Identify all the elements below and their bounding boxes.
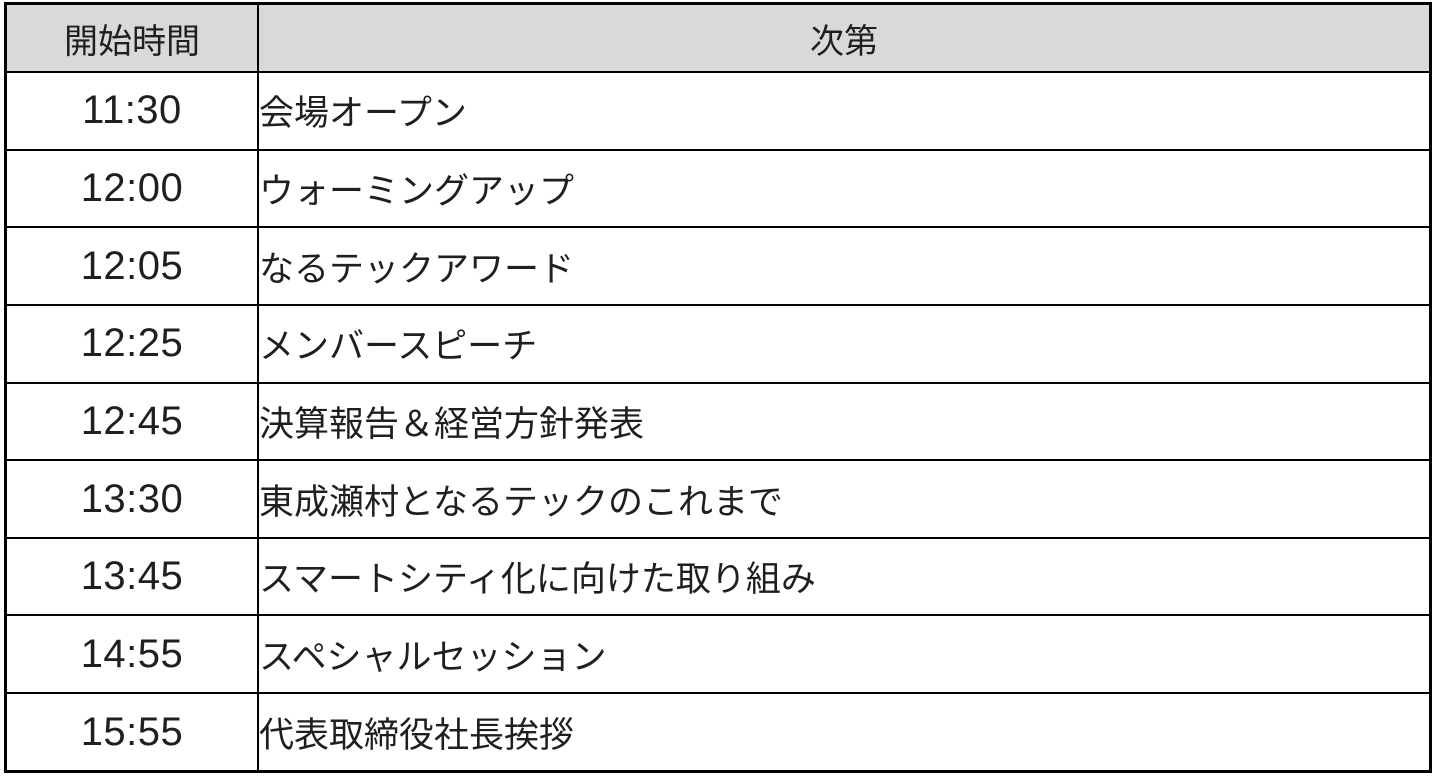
table-row: 14:55 スペシャルセッション <box>4 614 1432 695</box>
agenda-cell: 代表取締役社長挨拶 <box>257 692 1432 773</box>
time-cell: 14:55 <box>4 614 259 695</box>
agenda-cell: スペシャルセッション <box>257 614 1432 695</box>
header-row: 開始時間 次第 <box>4 2 1432 73</box>
agenda-cell: 東成瀬村となるテックのこれまで <box>257 459 1432 539</box>
time-cell: 11:30 <box>4 71 259 151</box>
time-cell: 12:00 <box>4 148 259 229</box>
agenda-cell: なるテックアワード <box>257 226 1432 306</box>
agenda-cell: スマートシティ化に向けた取り組み <box>257 536 1432 617</box>
header-start-time: 開始時間 <box>4 2 259 73</box>
time-cell: 12:25 <box>4 303 259 384</box>
time-cell: 12:05 <box>4 226 259 306</box>
table-row: 12:00 ウォーミングアップ <box>4 148 1432 229</box>
time-cell: 13:45 <box>4 536 259 617</box>
table-row: 12:25 メンバースピーチ <box>4 303 1432 384</box>
time-cell: 13:30 <box>4 459 259 539</box>
agenda-cell: 会場オープン <box>257 71 1432 151</box>
time-cell: 12:45 <box>4 381 259 462</box>
time-cell: 15:55 <box>4 692 259 773</box>
agenda-cell: ウォーミングアップ <box>257 148 1432 229</box>
table-row: 12:45 決算報告＆経営方針発表 <box>4 381 1432 462</box>
agenda-cell: 決算報告＆経営方針発表 <box>257 381 1432 462</box>
schedule-table: 開始時間 次第 11:30 会場オープン 12:00 ウォーミングアップ 12:… <box>4 2 1432 773</box>
table-row: 13:30 東成瀬村となるテックのこれまで <box>4 459 1432 539</box>
table-row: 12:05 なるテックアワード <box>4 226 1432 306</box>
table-row: 13:45 スマートシティ化に向けた取り組み <box>4 536 1432 617</box>
table-row: 11:30 会場オープン <box>4 71 1432 151</box>
agenda-cell: メンバースピーチ <box>257 303 1432 384</box>
header-agenda: 次第 <box>257 2 1432 73</box>
table-row: 15:55 代表取締役社長挨拶 <box>4 692 1432 773</box>
